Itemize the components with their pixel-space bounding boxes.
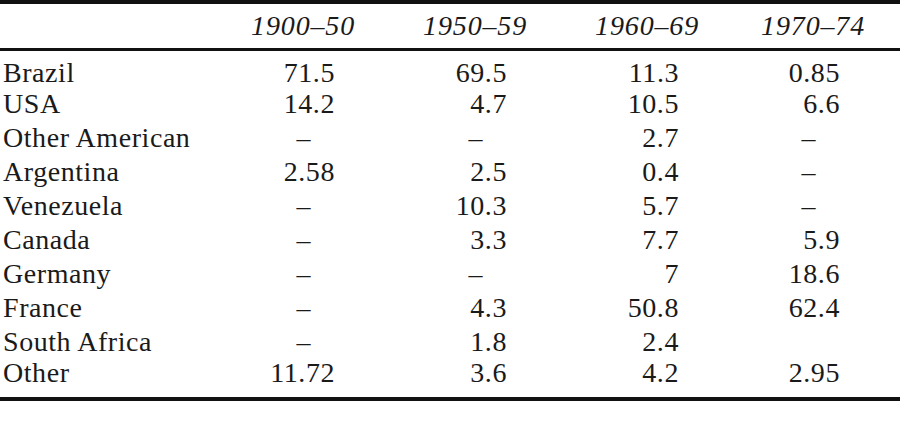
value-cell: 2.95 <box>699 359 900 399</box>
no-data-dash: – <box>185 121 355 155</box>
table-row: Canada–3.37.75.9 <box>0 223 900 257</box>
table-row: Argentina2.582.50.4– <box>0 155 900 189</box>
value-cell: 10.5 <box>527 87 699 121</box>
value-cell: 10.3 <box>355 189 527 223</box>
row-label: USA <box>0 87 185 121</box>
book-table-page: 1900–50 1950–59 1960–69 1970–74 Brazil71… <box>0 0 900 425</box>
value-cell: 4.7 <box>355 87 527 121</box>
value-cell: 4.2 <box>527 359 699 399</box>
column-header-1950-59: 1950–59 <box>355 2 527 49</box>
no-data-dash: – <box>699 121 900 155</box>
no-data-dash: – <box>355 121 527 155</box>
row-label: Venezuela <box>0 189 185 223</box>
value-cell: 69.5 <box>355 49 527 87</box>
value-cell: 2.7 <box>527 121 699 155</box>
value-cell: 2.5 <box>355 155 527 189</box>
data-table: 1900–50 1950–59 1960–69 1970–74 Brazil71… <box>0 0 900 401</box>
table-row: Brazil71.569.511.30.85 <box>0 49 900 87</box>
no-data-dash: – <box>185 223 355 257</box>
value-cell: 1.8 <box>355 325 527 359</box>
value-cell: 7.7 <box>527 223 699 257</box>
row-label: Other <box>0 359 185 399</box>
row-label: Argentina <box>0 155 185 189</box>
value-cell: 11.72 <box>185 359 355 399</box>
row-label: Brazil <box>0 49 185 87</box>
value-cell: 62.4 <box>699 291 900 325</box>
table-row: South Africa–1.82.4 <box>0 325 900 359</box>
no-data-dash: – <box>699 155 900 189</box>
corner-cell <box>0 2 185 49</box>
no-data-dash: – <box>699 189 900 223</box>
table-row: USA14.24.710.56.6 <box>0 87 900 121</box>
header-row: 1900–50 1950–59 1960–69 1970–74 <box>0 2 900 49</box>
table-body: Brazil71.569.511.30.85USA14.24.710.56.6O… <box>0 49 900 399</box>
value-cell: 5.7 <box>527 189 699 223</box>
value-cell: 2.4 <box>527 325 699 359</box>
value-cell: 0.85 <box>699 49 900 87</box>
row-label: France <box>0 291 185 325</box>
table-row: Other11.723.64.22.95 <box>0 359 900 399</box>
row-label: Other American <box>0 121 185 155</box>
column-header-1900-50: 1900–50 <box>185 2 355 49</box>
value-cell: 5.9 <box>699 223 900 257</box>
value-cell: 3.6 <box>355 359 527 399</box>
table-row: Germany––718.6 <box>0 257 900 291</box>
column-header-1960-69: 1960–69 <box>527 2 699 49</box>
value-cell: 11.3 <box>527 49 699 87</box>
row-label: Germany <box>0 257 185 291</box>
row-label: Canada <box>0 223 185 257</box>
table-row: France–4.350.862.4 <box>0 291 900 325</box>
value-cell: 3.3 <box>355 223 527 257</box>
no-data-dash: – <box>185 291 355 325</box>
value-cell <box>699 325 900 359</box>
value-cell: 50.8 <box>527 291 699 325</box>
value-cell: 2.58 <box>185 155 355 189</box>
row-label: South Africa <box>0 325 185 359</box>
column-header-1970-74: 1970–74 <box>699 2 900 49</box>
value-cell: 7 <box>527 257 699 291</box>
table-row: Venezuela–10.35.7– <box>0 189 900 223</box>
no-data-dash: – <box>355 257 527 291</box>
value-cell: 0.4 <box>527 155 699 189</box>
no-data-dash: – <box>185 325 355 359</box>
no-data-dash: – <box>185 189 355 223</box>
value-cell: 6.6 <box>699 87 900 121</box>
value-cell: 18.6 <box>699 257 900 291</box>
table-row: Other American––2.7– <box>0 121 900 155</box>
value-cell: 4.3 <box>355 291 527 325</box>
no-data-dash: – <box>185 257 355 291</box>
value-cell: 14.2 <box>185 87 355 121</box>
value-cell: 71.5 <box>185 49 355 87</box>
